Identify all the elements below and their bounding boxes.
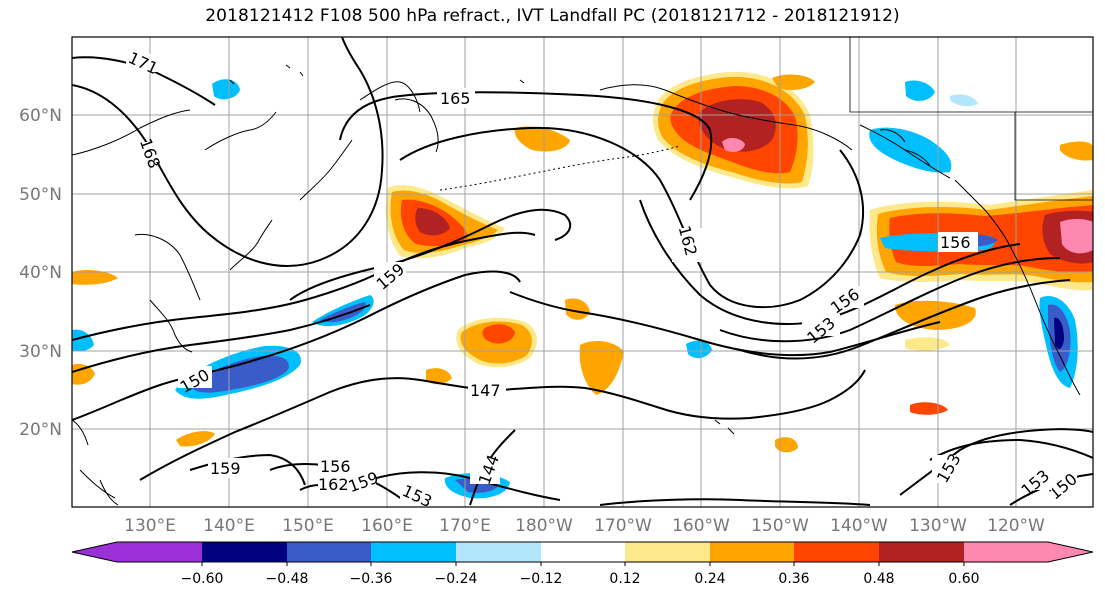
contour-156-a (72, 231, 536, 341)
colorbar-block (371, 542, 456, 562)
shade-bc-lblue2 (950, 94, 978, 107)
contour-162 (399, 126, 864, 309)
lon-label: 140°E (203, 516, 255, 536)
shade-calif-navy (1054, 317, 1064, 349)
shade-wcoast-pink2 (1060, 141, 1093, 161)
shade-alaska-pink (722, 138, 745, 152)
lon-label: 170°W (594, 516, 652, 536)
coast-bc-islands (879, 129, 931, 167)
shade-cpac-red (482, 324, 515, 344)
colorbar-left-segment (72, 542, 202, 562)
map-title: 2018121412 F108 500 hPa refract., IVT La… (205, 6, 900, 26)
contour-label-165: 165 (440, 89, 471, 108)
contour-label-156-b: 156 (940, 233, 971, 252)
colorbar-tick-label: −0.12 (520, 571, 563, 587)
lon-label: 170°E (439, 516, 491, 536)
colorbar-tick-label: −0.48 (266, 571, 309, 587)
contour-label-147: 147 (470, 381, 501, 400)
colorbar-block (879, 542, 964, 562)
shade-easia-mid (190, 355, 289, 393)
shade-wcoast-pink (1060, 219, 1093, 254)
lon-label: 150°E (282, 516, 334, 536)
colorbar-tick-label: 0.36 (778, 571, 809, 587)
lon-label: 120°W (987, 516, 1045, 536)
lon-label: 180°W (515, 516, 573, 536)
coast-islands1 (229, 64, 525, 85)
colorbar-tick-label: −0.36 (350, 571, 393, 587)
colorbar-block (202, 542, 287, 562)
shade-orange-se3 (905, 337, 950, 351)
shade-orange-hawaii (775, 437, 798, 453)
shade-orange-small4 (426, 368, 452, 385)
lon-label: 130°E (124, 516, 176, 536)
coast-asia (72, 81, 421, 506)
shade-blue-150e-b (320, 302, 366, 323)
lon-label: 140°W (830, 516, 888, 536)
lat-label: 60°N (19, 106, 62, 126)
shade-bc-lblue (905, 80, 935, 101)
lat-label: 40°N (19, 263, 62, 283)
colorbar-tick-label: −0.60 (181, 571, 224, 587)
shade-wpac-dark (415, 208, 450, 236)
shade-alaska-yellow2 (772, 74, 815, 90)
shade-orange-small1 (514, 126, 570, 152)
coast-aleutian (439, 145, 681, 191)
colorbar-outline (71, 541, 1094, 563)
contour-156-b (719, 257, 1061, 343)
contour-168 (72, 37, 384, 267)
shade-blue-small1 (212, 79, 240, 100)
shade-left-orange2 (72, 270, 118, 285)
colorbar-right-segment (964, 542, 1093, 562)
lat-label: 30°N (19, 342, 62, 362)
contour-label-162-b: 162 (318, 475, 349, 494)
contour-165 (339, 91, 713, 201)
colorbar-tick-label: 0.12 (609, 571, 640, 587)
contour-153 (72, 279, 1071, 373)
shade-orange-small3 (579, 340, 624, 395)
contour-150-low (599, 498, 871, 506)
coast-namerica (954, 179, 1081, 396)
contour-147 (139, 369, 866, 481)
colorbar: −0.60 −0.48 −0.36 −0.24 −0.12 0.12 0.24 0.36 0.4… (71, 541, 1094, 587)
contour-159-a (289, 208, 572, 301)
longitude-labels: 130°E 140°E 150°E 160°E 170°E 180°W 170°W 160°W… (124, 516, 1045, 536)
shade-alaska-dark (698, 99, 776, 152)
coast-borders (849, 37, 1093, 201)
colorbar-tick-label: 0.60 (948, 571, 979, 587)
latitude-labels: 60°N 50°N 40°N 30°N 20°N (19, 106, 62, 440)
map-frame (71, 36, 1094, 508)
lon-label: 130°W (909, 516, 967, 536)
colorbar-block (456, 542, 541, 562)
coastlines (72, 37, 1093, 506)
lat-label: 20°N (19, 420, 62, 440)
shade-orange-small2 (565, 298, 590, 320)
contour-153-low (369, 471, 561, 501)
contour-153-se (899, 428, 1093, 496)
colorbar-block (541, 542, 625, 562)
contour-label-156-c: 156 (320, 457, 351, 476)
colorbar-tick-label: −0.24 (435, 571, 478, 587)
graticule (72, 37, 1093, 507)
colorbar-tick-label: 0.24 (694, 571, 725, 587)
colorbar-block (287, 542, 371, 562)
shade-bc-blue (869, 127, 952, 173)
contour-label-159-b: 159 (210, 459, 241, 478)
colorbar-tick-label: 0.48 (863, 571, 894, 587)
colorbar-block (625, 542, 710, 562)
lat-label: 50°N (19, 185, 62, 205)
shade-orange-s (176, 431, 215, 447)
lon-label: 160°W (672, 516, 730, 536)
coast-hawaii (714, 419, 735, 435)
contour-150 (72, 270, 941, 421)
shade-blue-hawaii (686, 340, 712, 359)
colorbar-block (710, 542, 794, 562)
contour-153-se2 (929, 438, 1093, 461)
colorbar-block (794, 542, 879, 562)
lon-label: 150°W (751, 516, 809, 536)
lon-label: 160°E (361, 516, 413, 536)
